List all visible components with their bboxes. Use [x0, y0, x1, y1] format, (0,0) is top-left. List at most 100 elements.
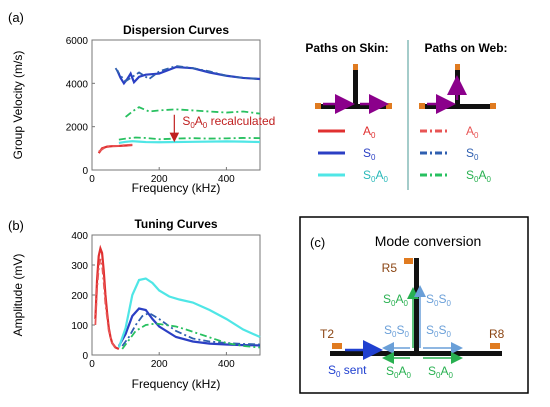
tuning-ticks: 0 200 400 0 100 200 300 400	[71, 231, 235, 370]
xtick-label: 200	[151, 359, 168, 370]
legend-web-A0-main: A	[466, 124, 474, 138]
tuning-title: Tuning Curves	[134, 217, 217, 231]
xtick-label: 400	[218, 174, 235, 185]
ytick-label: 6000	[66, 36, 89, 47]
legend-skin-S0A0-main2: A	[375, 168, 383, 182]
web-plate	[414, 258, 419, 354]
recalc-sub2: 0	[203, 121, 208, 130]
tuning-ylabel: Amplitude (mV)	[11, 254, 25, 337]
label-left-s0s0: S0S0	[384, 323, 409, 339]
dispersion-xlabel: Frequency (kHz)	[132, 181, 221, 195]
xtick-label: 0	[89, 359, 95, 370]
web-s0a0-m2: A	[395, 292, 403, 306]
label-r5: R5	[382, 261, 398, 275]
right-s0s0-s2: 0	[446, 330, 451, 339]
series-S0A0-web	[125, 106, 261, 118]
legend-web-S0-sub: 0	[474, 153, 479, 162]
legend-skin-S0-main: S	[363, 146, 371, 160]
recalc-sub1: 0	[190, 121, 195, 130]
sent-tail: sent	[340, 363, 367, 377]
tuning-lines	[94, 244, 261, 351]
legend-skin-S0A0-sub: 0	[371, 175, 376, 184]
legend-web-S0A0-sub2: 0	[486, 175, 491, 184]
xtick-label: 200	[151, 174, 168, 185]
series-A0-skin	[97, 143, 133, 154]
legend-skin-A0-main: A	[363, 124, 371, 138]
web-s0a0-m1: S	[383, 292, 391, 306]
xtick-label: 0	[89, 174, 95, 185]
label-right-s0a0: S0A0	[428, 364, 453, 380]
legend-skin-S0A0-sub2: 0	[383, 175, 388, 184]
web-s0a0-s1: 0	[391, 299, 396, 308]
legend-skin-A0-sub: 0	[371, 131, 376, 140]
recalc-tail: recalculated	[207, 114, 275, 128]
skin-joint-icon	[315, 64, 392, 114]
legend-skin-S0A0-main: S	[363, 168, 371, 182]
ytick-label: 300	[71, 261, 88, 272]
left-s0s0-m1: S	[384, 323, 392, 337]
left-s0s0-s1: 0	[392, 330, 397, 339]
legend-web-title: Paths on Web:	[424, 41, 507, 55]
ytick-label: 4000	[66, 79, 89, 90]
recalc-label: S0A0 recalculated	[182, 114, 275, 130]
series-S0-skin	[116, 65, 261, 86]
legend-web-A0-sub: 0	[474, 131, 479, 140]
label-r8: R8	[489, 327, 505, 341]
series-S0A0-web2	[118, 136, 261, 141]
tuning-xlabel: Frequency (kHz)	[132, 377, 221, 391]
sent-s: 0	[336, 370, 341, 379]
web-s0s0-s1: 0	[434, 299, 439, 308]
left-s0a0-m2: A	[398, 364, 406, 378]
series-S0-skin	[117, 307, 261, 347]
sensor-r5	[404, 258, 413, 264]
label-s0-sent: S0 sent	[328, 363, 367, 379]
ytick-label: 0	[82, 351, 88, 362]
legend-skin-S0A0-label: S0A0	[363, 168, 388, 184]
right-s0s0-m1: S	[426, 323, 434, 337]
xtick-label: 400	[218, 359, 235, 370]
series-S0A0-skin	[118, 140, 261, 145]
legend-skin-S0-label: S0	[363, 146, 376, 162]
right-s0a0-s1: 0	[436, 371, 441, 380]
label-left-s0a0: S0A0	[386, 364, 411, 380]
legend-skin-A0-label: A0	[363, 124, 376, 140]
legend-web-S0A0-sub: 0	[474, 175, 479, 184]
ytick-label: 100	[71, 321, 88, 332]
series-A0-web	[98, 143, 133, 153]
right-s0s0-m2: S	[438, 323, 446, 337]
legend-skin-title: Paths on Skin:	[305, 41, 388, 55]
mode-conversion-title: Mode conversion	[375, 233, 482, 249]
left-s0a0-s2: 0	[406, 371, 411, 380]
web-s0s0-m2: S	[438, 292, 446, 306]
legend: Paths on Skin: Paths on Web: A0 S0	[305, 40, 508, 190]
right-s0a0-m1: S	[428, 364, 436, 378]
legend-web-S0A0-main2: A	[478, 168, 486, 182]
recalc-annotation: S0A0 recalculated	[169, 114, 275, 143]
dispersion-chart: Dispersion Curves Frequency (kHz) Group …	[11, 23, 275, 195]
recalc-s: S	[182, 114, 190, 128]
label-right-s0s0: S0S0	[426, 323, 451, 339]
sent-m: S	[328, 363, 336, 377]
right-s0a0-m2: A	[440, 364, 448, 378]
dispersion-lines	[97, 65, 261, 154]
sensor-r8	[490, 343, 500, 349]
legend-skin-S0-sub: 0	[371, 153, 376, 162]
left-s0s0-m2: S	[396, 323, 404, 337]
sensor-t2	[332, 343, 342, 349]
dispersion-title: Dispersion Curves	[123, 23, 229, 37]
panel-label-c: (c)	[310, 235, 325, 250]
left-s0a0-s1: 0	[394, 371, 399, 380]
ytick-label: 200	[71, 291, 88, 302]
ytick-label: 0	[82, 166, 88, 177]
dispersion-ylabel: Group Velocity (m/s)	[11, 51, 25, 160]
mode-conversion-panel: (c) Mode conversion R5 T2 R8 S0A0 S0S0 S…	[299, 216, 529, 394]
series-S0-web	[114, 65, 261, 83]
legend-web-A0-label: A0	[466, 124, 479, 140]
legend-web-S0-label: S0	[466, 146, 479, 162]
web-joint-icon	[419, 64, 496, 114]
legend-web-S0-main: S	[466, 146, 474, 160]
label-t2: T2	[320, 327, 334, 341]
series-A0-web	[94, 258, 117, 349]
series-S0A0-skin	[117, 277, 261, 348]
